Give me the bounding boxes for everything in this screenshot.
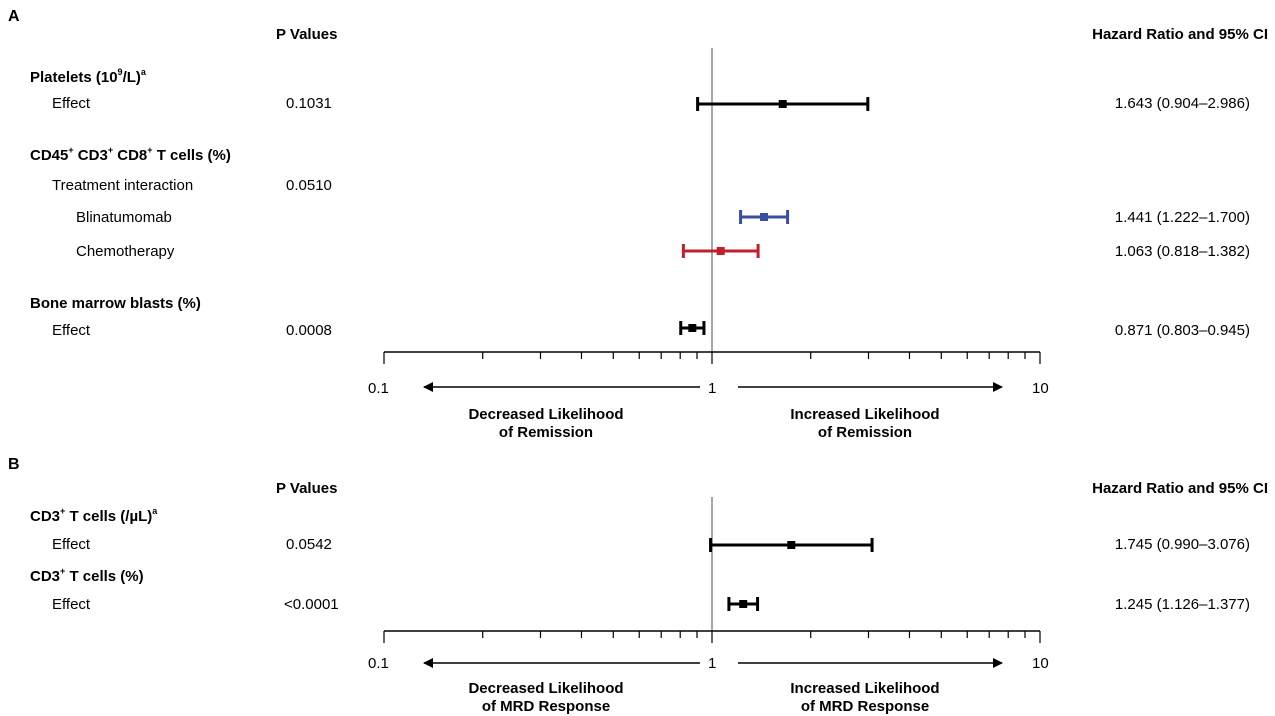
panel-letter-a: A xyxy=(8,8,20,25)
p-value-cd3-count: 0.0542 xyxy=(286,536,332,553)
row-header-platelets: Platelets (109/L)a xyxy=(30,67,146,87)
row-label-treatment-interaction: Treatment interaction xyxy=(52,177,194,194)
p-values-header-b: P Values xyxy=(276,480,338,497)
hr-header-a: Hazard Ratio and 95% CI xyxy=(1092,26,1268,43)
hr-text-cd3-pct: 1.245 (1.126–1.377) xyxy=(1114,596,1250,613)
p-value-treatment-interaction: 0.0510 xyxy=(286,177,332,194)
point-estimate-b-row-1 xyxy=(787,541,796,549)
row-header-cd3-pct: CD3+ T cells (%) xyxy=(30,566,144,586)
tick-label-a-1: 1 xyxy=(708,380,717,397)
direction-right-a: Increased Likelihood of Remission xyxy=(790,406,940,441)
row-label-blinatumomab: Blinatumomab xyxy=(76,209,172,226)
row-label-platelets-effect: Effect xyxy=(52,95,91,112)
point-estimate-a-row-7 xyxy=(688,324,697,332)
p-value-bone-marrow: 0.0008 xyxy=(286,322,332,339)
panel-letter-b: B xyxy=(8,456,20,473)
hr-header-b: Hazard Ratio and 95% CI xyxy=(1092,480,1268,497)
tick-label-b-0: 0.1 xyxy=(368,655,389,672)
tick-label-a-0: 0.1 xyxy=(368,380,389,397)
hr-text-platelets: 1.643 (0.904–2.986) xyxy=(1114,95,1250,112)
row-label-cd3-pct-effect: Effect xyxy=(52,596,91,613)
hr-text-bone-marrow: 0.871 (0.803–0.945) xyxy=(1114,322,1250,339)
point-estimate-a-row-5 xyxy=(716,247,725,255)
point-estimate-a-row-4 xyxy=(760,213,769,221)
hr-text-blinatumomab: 1.441 (1.222–1.700) xyxy=(1114,209,1250,226)
hr-text-cd3-count: 1.745 (0.990–3.076) xyxy=(1114,536,1250,553)
point-estimate-b-row-3 xyxy=(739,600,748,608)
hr-text-chemotherapy: 1.063 (0.818–1.382) xyxy=(1114,243,1250,260)
tick-label-b-2: 10 xyxy=(1032,655,1049,672)
p-values-header-a: P Values xyxy=(276,26,338,43)
row-header-bone-marrow: Bone marrow blasts (%) xyxy=(30,295,201,312)
row-header-cd45: CD45+ CD3+ CD8+ T cells (%) xyxy=(30,145,231,165)
direction-left-a: Decreased Likelihood of Remission xyxy=(468,406,624,441)
p-value-platelets: 0.1031 xyxy=(286,95,332,112)
tick-label-b-1: 1 xyxy=(708,655,717,672)
direction-left-b: Decreased Likelihood of MRD Response xyxy=(468,680,624,715)
point-estimate-a-row-1 xyxy=(778,100,787,108)
row-label-chemotherapy: Chemotherapy xyxy=(76,243,175,260)
direction-right-b: Increased Likelihood of MRD Response xyxy=(790,680,940,715)
tick-label-a-2: 10 xyxy=(1032,380,1049,397)
row-header-cd3-count: CD3+ T cells (/µL)a xyxy=(30,506,158,526)
row-label-cd3-count-effect: Effect xyxy=(52,536,91,553)
p-value-cd3-pct: <0.0001 xyxy=(284,596,339,613)
row-label-bone-marrow-effect: Effect xyxy=(52,322,91,339)
